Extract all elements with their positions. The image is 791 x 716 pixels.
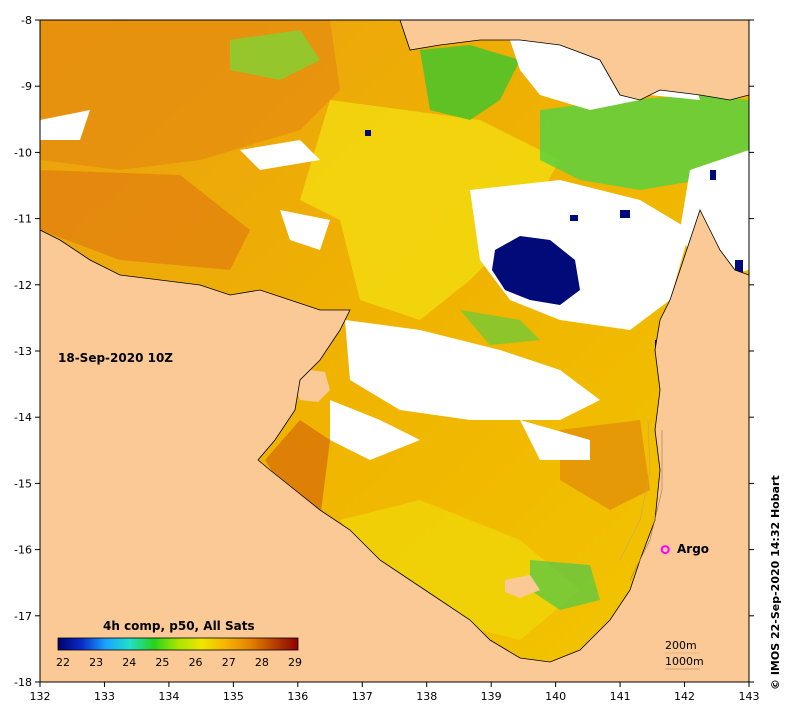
y-tick-label: -10 (14, 146, 32, 159)
depth-contour-200: 200m (665, 639, 697, 652)
x-tick-label: 138 (416, 690, 437, 703)
y-tick-label: -15 (14, 477, 32, 490)
y-tick-label: -14 (14, 411, 32, 424)
green-sst-region (530, 560, 600, 610)
depth-contour-1000: 1000m (665, 655, 704, 668)
x-tick-label: 133 (94, 690, 115, 703)
y-tick-label: -12 (14, 279, 32, 292)
legend-tick-label: 22 (56, 656, 70, 669)
y-tick-label: -18 (14, 676, 32, 689)
legend-tick-label: 29 (288, 656, 302, 669)
argo-float-marker: Argo (660, 542, 709, 556)
x-tick-label: 139 (481, 690, 502, 703)
argo-marker-icon (660, 545, 670, 555)
x-axis: 132 133 134 135 136 137 138 139 140 141 142 143 (30, 682, 760, 703)
y-tick-label: -17 (14, 610, 32, 623)
legend-colourbar (57, 637, 299, 651)
y-tick-label: -11 (14, 213, 32, 226)
green-sst-region (420, 45, 520, 120)
y-axis: -8 -9 -10 -11 -12 -13 -14 -15 -16 -17 -18 (14, 14, 754, 689)
plot-area (40, 20, 749, 682)
cool-sst-region (300, 100, 560, 320)
x-tick-label: 142 (674, 690, 695, 703)
x-tick-label: 141 (610, 690, 631, 703)
y-tick-label: -9 (21, 80, 32, 93)
cold-sst-region (492, 236, 580, 305)
x-tick-label: 140 (545, 690, 566, 703)
depth-contour-legend: 200m 1000m (665, 639, 704, 670)
legend-tick-label: 27 (222, 656, 236, 669)
legend-tick-label: 23 (89, 656, 103, 669)
warm-sst-region (265, 420, 330, 520)
x-tick-label: 143 (739, 690, 760, 703)
x-tick-label: 132 (30, 690, 51, 703)
green-sst-region (540, 95, 749, 190)
x-tick-label: 137 (352, 690, 373, 703)
cool-sst-region (340, 500, 580, 640)
legend-tick-label: 24 (122, 656, 136, 669)
argo-label: Argo (677, 542, 709, 556)
land-island (295, 370, 330, 402)
x-tick-label: 136 (287, 690, 308, 703)
land-island (505, 575, 540, 598)
y-tick-label: -13 (14, 345, 32, 358)
credit-text: © IMOS 22-Sep-2020 14:32 Hobart (769, 475, 782, 690)
x-tick-label: 134 (158, 690, 179, 703)
x-tick-label: 135 (223, 690, 244, 703)
y-tick-label: -8 (21, 14, 32, 27)
legend-title: 4h comp, p50, All Sats (103, 619, 255, 633)
legend-ticks: 22 23 24 25 26 27 28 29 (56, 656, 302, 669)
legend-tick-label: 26 (189, 656, 203, 669)
land-cape-york (40, 210, 749, 682)
date-label: 18-Sep-2020 10Z (58, 351, 173, 365)
legend-tick-label: 28 (255, 656, 269, 669)
colour-legend: 4h comp, p50, All Sats 22 23 24 25 26 27 28 29 (56, 619, 302, 669)
y-tick-label: -16 (14, 544, 32, 557)
green-sst-region (460, 310, 540, 345)
warm-sst-region (40, 170, 250, 270)
legend-tick-label: 25 (155, 656, 169, 669)
green-sst-region (230, 30, 320, 80)
